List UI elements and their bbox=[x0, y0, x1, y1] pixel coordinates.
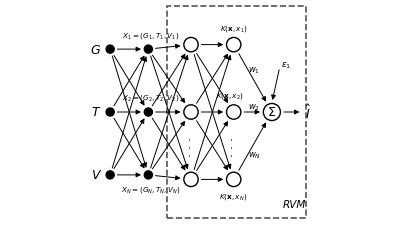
Circle shape bbox=[184, 38, 198, 53]
Text: T: T bbox=[92, 106, 99, 119]
Text: · · ·: · · · bbox=[227, 136, 240, 156]
Circle shape bbox=[106, 171, 114, 179]
Circle shape bbox=[144, 46, 152, 54]
Text: $X_1=(G_1,T_1,V_1)$: $X_1=(G_1,T_1,V_1)$ bbox=[122, 30, 179, 40]
Text: G: G bbox=[91, 43, 100, 56]
Circle shape bbox=[106, 108, 114, 117]
Text: · · ·: · · · bbox=[184, 136, 198, 156]
Circle shape bbox=[226, 172, 241, 187]
Text: RVM: RVM bbox=[283, 199, 306, 209]
Text: $w_1$: $w_1$ bbox=[248, 65, 260, 75]
Circle shape bbox=[184, 105, 198, 120]
Circle shape bbox=[144, 108, 152, 117]
Circle shape bbox=[144, 171, 152, 179]
Text: V: V bbox=[91, 169, 100, 182]
Circle shape bbox=[226, 38, 241, 53]
Text: $\varepsilon_1$: $\varepsilon_1$ bbox=[281, 60, 292, 71]
Text: $w_N$: $w_N$ bbox=[248, 150, 261, 160]
Circle shape bbox=[184, 172, 198, 187]
Circle shape bbox=[226, 105, 241, 120]
Circle shape bbox=[263, 104, 280, 121]
Text: $\Sigma$: $\Sigma$ bbox=[267, 106, 276, 119]
Text: $K(\mathbf{x},x_2)$: $K(\mathbf{x},x_2)$ bbox=[216, 91, 244, 101]
Text: $w_2$: $w_2$ bbox=[248, 102, 260, 112]
Text: $X_2=(G_2,T_2,V_2)$: $X_2=(G_2,T_2,V_2)$ bbox=[122, 93, 179, 103]
Text: $X_N=(G_N,T_N,V_N)$: $X_N=(G_N,T_N,V_N)$ bbox=[121, 185, 180, 195]
Text: $K(\mathbf{x},x_1)$: $K(\mathbf{x},x_1)$ bbox=[220, 24, 248, 34]
Bar bbox=[168, 7, 306, 218]
Text: $K(\mathbf{x},x_N)$: $K(\mathbf{x},x_N)$ bbox=[220, 191, 248, 201]
Circle shape bbox=[106, 46, 114, 54]
Text: $\hat{I}$: $\hat{I}$ bbox=[305, 104, 311, 122]
